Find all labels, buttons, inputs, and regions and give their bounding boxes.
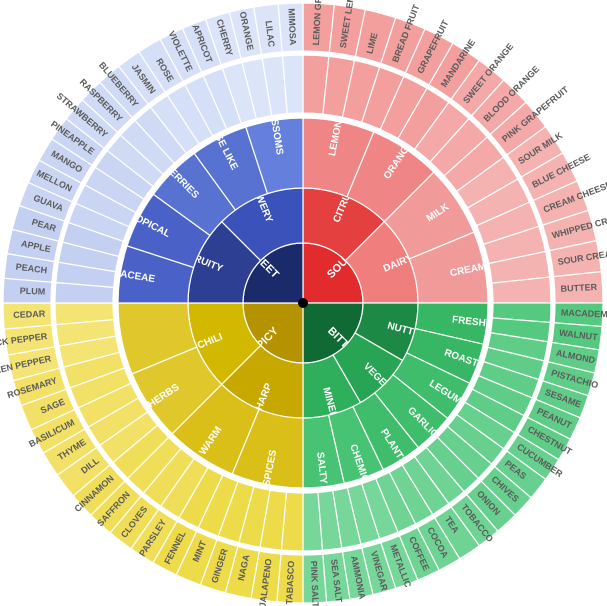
svg-text:PINK SALT: PINK SALT bbox=[309, 561, 321, 606]
svg-text:MIMOSA: MIMOSA bbox=[286, 8, 298, 46]
svg-text:CEDAR: CEDAR bbox=[13, 309, 46, 320]
svg-text:PLUM: PLUM bbox=[20, 286, 46, 297]
center-dot bbox=[298, 298, 308, 308]
flavor-wheel: { "wheel": { "cx": 303, "cy": 303, "r_ce… bbox=[0, 0, 607, 606]
svg-text:TABASCO: TABASCO bbox=[284, 561, 296, 605]
wheel-svg: SOURBITTERSPICYSWEETCITRUSDAIRYNUTTYVEGE… bbox=[0, 0, 607, 606]
svg-text:BUTTER: BUTTER bbox=[560, 282, 597, 294]
